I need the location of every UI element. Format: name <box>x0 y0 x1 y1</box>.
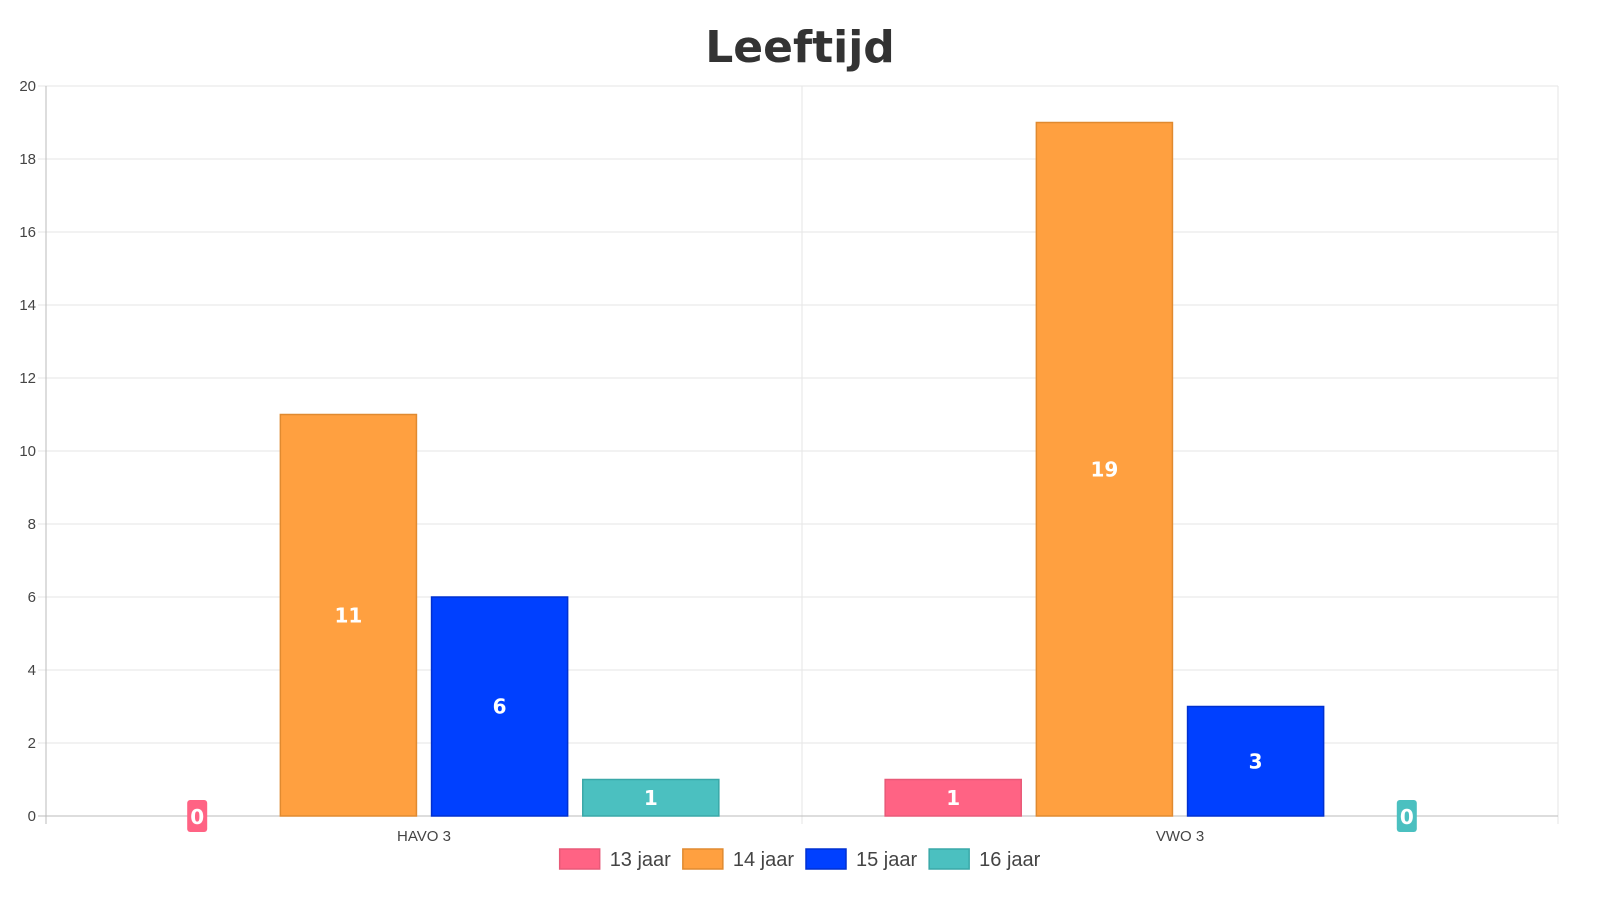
bar <box>582 778 720 817</box>
chart-title: Leeftijd <box>705 22 895 73</box>
y-tick-label: 6 <box>28 589 36 606</box>
bar-value-label: 0 <box>1400 805 1414 829</box>
legend-label: 14 jaar <box>733 849 794 871</box>
grid-lines <box>38 85 1559 824</box>
x-tick-label: VWO 3 <box>1156 828 1204 845</box>
bars <box>279 121 1325 817</box>
bar-value-label: 11 <box>334 603 362 627</box>
bar-value-label: 0 <box>190 805 204 829</box>
legend-item[interactable]: 13 jaar <box>558 848 671 871</box>
x-tick-label: HAVO 3 <box>397 828 451 845</box>
legend-item[interactable]: 15 jaar <box>805 848 917 871</box>
legend-item[interactable]: 16 jaar <box>928 848 1041 871</box>
y-tick-label: 0 <box>28 808 36 825</box>
bar-value-label: 1 <box>946 786 960 810</box>
y-tick-label: 4 <box>28 662 36 679</box>
bar-value-label: 6 <box>493 695 507 719</box>
legend-label: 13 jaar <box>610 849 671 871</box>
y-tick-label: 20 <box>19 78 36 95</box>
y-tick-label: 16 <box>19 224 36 241</box>
bar <box>1035 121 1174 817</box>
legend-label: 15 jaar <box>856 849 917 871</box>
legend-swatch <box>682 848 724 870</box>
bar <box>279 413 418 817</box>
legend-swatch <box>558 848 601 870</box>
bar <box>430 596 569 817</box>
legend-swatch <box>805 848 847 870</box>
bar-value-label: 3 <box>1249 749 1263 773</box>
legend-label: 16 jaar <box>979 849 1040 871</box>
y-tick-label: 12 <box>19 370 36 387</box>
legend-swatch <box>928 848 970 870</box>
y-tick-label: 2 <box>28 735 36 752</box>
y-tick-label: 10 <box>19 443 36 460</box>
bar-value-badge <box>187 800 208 832</box>
y-tick-label: 14 <box>19 297 36 314</box>
bar-value-badge <box>1396 800 1417 832</box>
bar-value-label: 19 <box>1090 457 1118 481</box>
bar-value-label: 1 <box>644 786 658 810</box>
y-tick-label: 8 <box>28 516 36 533</box>
y-tick-label: 18 <box>19 151 36 168</box>
bar <box>884 778 1022 817</box>
legend-item[interactable]: 14 jaar <box>682 848 794 871</box>
bar <box>1186 705 1325 817</box>
legend: 13 jaar 14 jaar 15 jaar 16 jaar <box>558 848 1041 871</box>
